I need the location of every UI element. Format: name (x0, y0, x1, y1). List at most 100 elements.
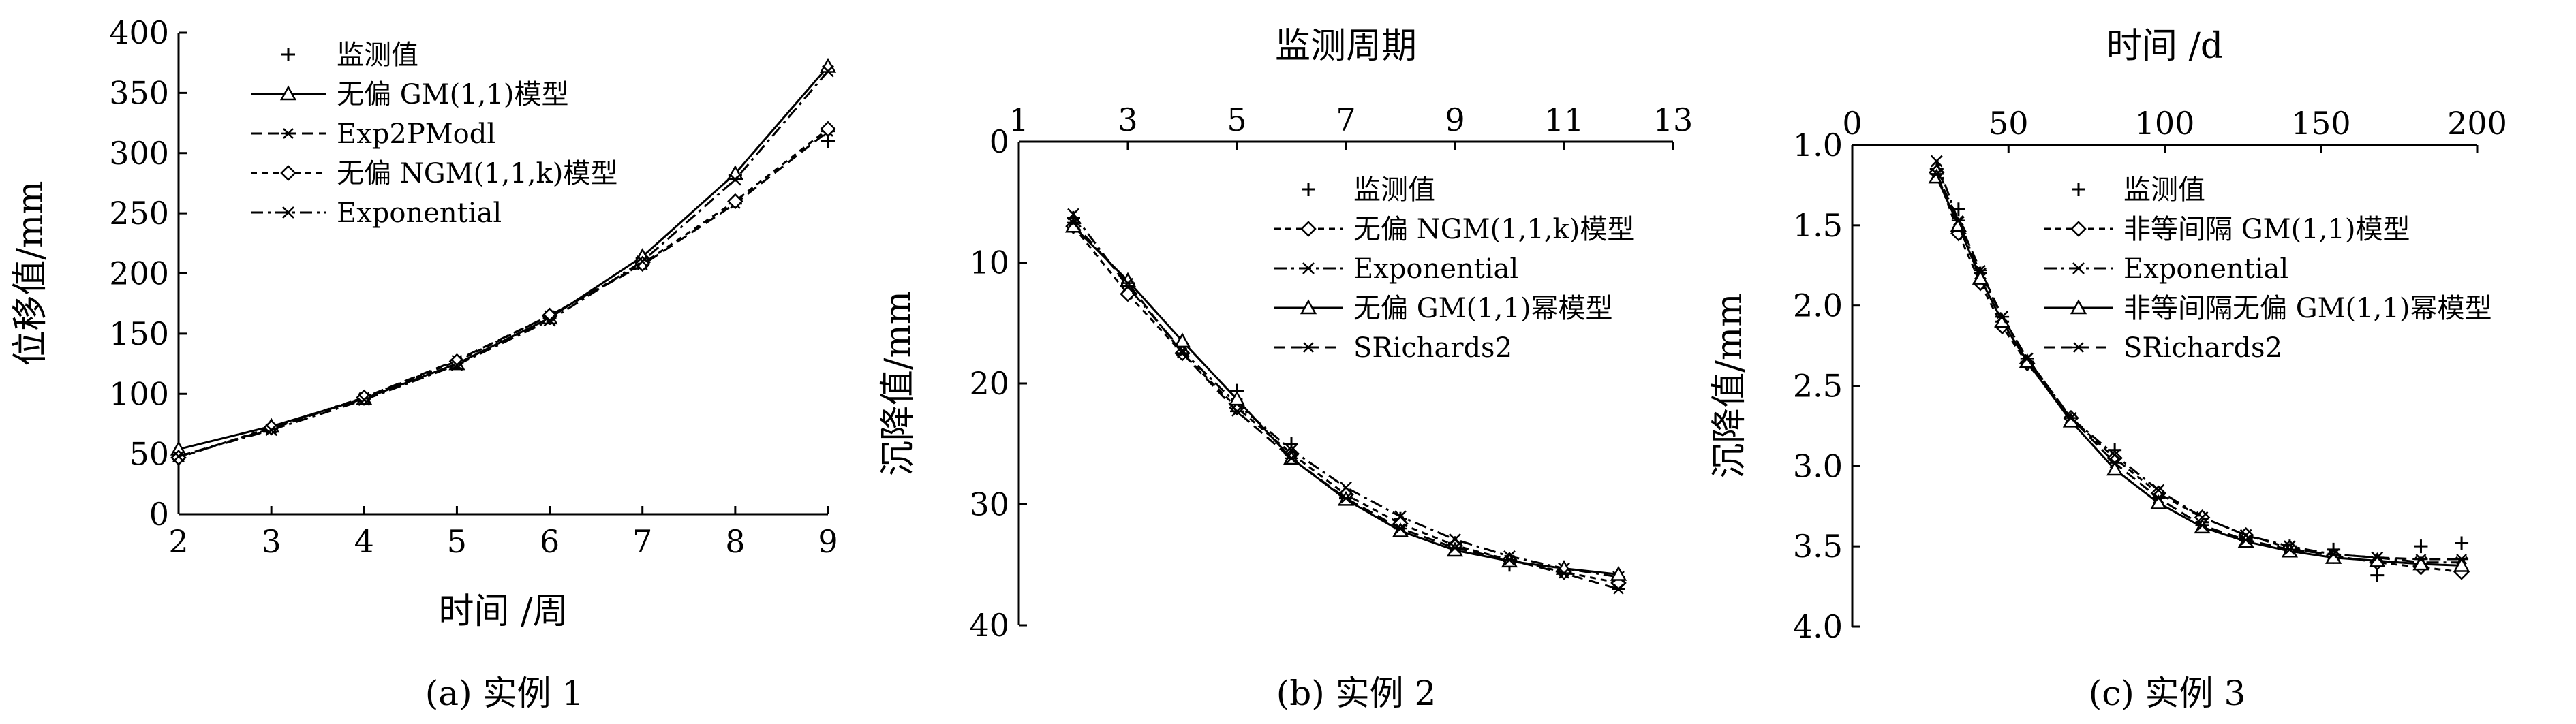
legend-label: 非等间隔 GM(1,1)模型 (2123, 214, 2410, 245)
asterisk-marker (1995, 311, 2010, 323)
legend-label: Exp2PModl (337, 119, 495, 150)
data-point (2370, 568, 2385, 582)
series-line (178, 128, 829, 459)
legend-label: 无偏 GM(1,1)模型 (337, 79, 568, 110)
data-point (1972, 270, 1989, 285)
x-tick-label: 200 (2447, 105, 2507, 142)
triangle-marker (2106, 460, 2123, 476)
data-point (1394, 510, 1407, 523)
data-point (729, 173, 741, 186)
data-point (1973, 264, 1987, 276)
legend-entry: Exponential (1274, 253, 1518, 285)
legend-entry: Exp2PModl (251, 119, 495, 150)
legend-label: SRichards2 (1353, 332, 1512, 364)
diamond-marker (1300, 221, 1317, 237)
y-tick-label: 2.5 (1793, 368, 1843, 405)
legend-entry: 无偏 NGM(1,1,k)模型 (1274, 214, 1634, 245)
y-tick-label: 3.0 (1793, 447, 1843, 484)
data-point (2455, 554, 2469, 565)
x-marker (265, 424, 278, 437)
asterisk-marker (2072, 342, 2085, 353)
asterisk-marker (2282, 544, 2297, 555)
data-point (634, 255, 651, 272)
plus-marker (2455, 536, 2469, 550)
data-point (1392, 522, 1409, 537)
x-marker (1302, 262, 1315, 274)
data-point (2282, 544, 2297, 555)
x-tick-label: 5 (1227, 101, 1246, 138)
triangle-marker (279, 85, 297, 101)
data-point (265, 424, 278, 437)
legend-label: 无偏 NGM(1,1,k)模型 (1353, 214, 1634, 245)
asterisk-marker (2064, 412, 2078, 424)
y-tick-label: 20 (969, 365, 1009, 402)
triangle-marker (1610, 565, 1627, 581)
legend-entry: 非等间隔 GM(1,1)模型 (2044, 214, 2410, 245)
asterisk-marker (2151, 492, 2166, 504)
series-line (178, 130, 829, 458)
data-point (1610, 565, 1627, 581)
data-point (543, 314, 556, 327)
panel-caption: (a) 实例 1 (425, 674, 583, 713)
legend-marker (2070, 221, 2087, 237)
asterisk-marker (281, 128, 295, 139)
legend-marker (1302, 342, 1315, 353)
y-tick-label: 100 (109, 375, 169, 412)
asterisk-marker (1121, 277, 1135, 289)
asterisk-marker (1448, 542, 1462, 554)
triangle-marker (1972, 270, 1989, 285)
data-point (1339, 492, 1353, 504)
data-point (448, 353, 465, 370)
x-tick-label: 13 (1653, 101, 1693, 138)
asterisk-marker (1951, 215, 1965, 226)
panel-caption: (c) 实例 3 (2089, 674, 2246, 713)
x-tick-label: 4 (354, 523, 374, 560)
asterisk-marker (1973, 264, 1987, 276)
asterisk-marker (2195, 520, 2209, 531)
y-tick-label: 10 (969, 245, 1009, 281)
y-tick-label: 2.0 (1793, 287, 1843, 324)
data-point (2455, 536, 2469, 550)
data-point (1340, 481, 1352, 494)
triangle-marker (2070, 299, 2087, 315)
x-marker (1930, 155, 1943, 168)
legend-marker (2070, 299, 2087, 315)
series (1065, 218, 1627, 591)
series-line (1072, 213, 1619, 578)
asterisk-marker (2108, 457, 2122, 469)
y-tick-label: 200 (109, 255, 169, 292)
y-axis-label: 沉降值/mm (878, 291, 919, 476)
asterisk-marker (2455, 554, 2469, 565)
asterisk-marker (2020, 353, 2034, 364)
asterisk-marker (1230, 405, 1244, 417)
x-axis-label: 监测周期 (1275, 26, 1417, 67)
legend-label: Exponential (2123, 253, 2288, 285)
legend-entry: Exponential (2044, 253, 2288, 285)
series-line (1072, 225, 1619, 584)
y-tick-label: 400 (109, 14, 169, 51)
x-tick-label: 2 (168, 523, 188, 560)
y-tick-label: 300 (109, 135, 169, 172)
data-point (2453, 556, 2470, 572)
legend-entry: 监测值 (1302, 174, 1435, 206)
legend-marker (281, 128, 295, 139)
data-point (1067, 217, 1080, 228)
x-marker (358, 394, 371, 406)
triangle-marker (1300, 299, 1317, 315)
diamond-marker (727, 193, 743, 210)
x-tick-label: 9 (818, 523, 838, 560)
x-tick-label: 50 (1989, 105, 2029, 142)
data-point (2020, 353, 2034, 364)
x-marker (1340, 481, 1352, 494)
series (1067, 210, 1625, 584)
data-point (172, 450, 185, 463)
data-point (820, 121, 836, 138)
x-tick-label: 11 (1544, 101, 1584, 138)
y-axis-label: 沉降值/mm (1709, 293, 1750, 478)
x-tick-label: 0 (1842, 105, 1862, 142)
data-point (727, 193, 743, 210)
x-axis-label: 时间 /d (2106, 26, 2223, 67)
legend-label: 无偏 GM(1,1)幂模型 (1353, 293, 1612, 324)
